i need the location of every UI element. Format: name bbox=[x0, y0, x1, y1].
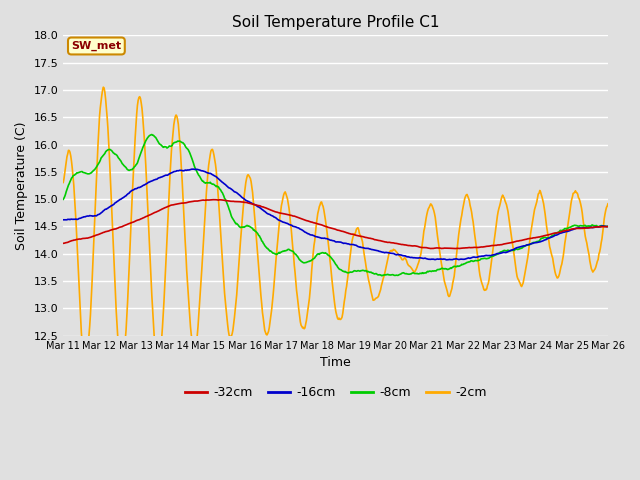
Text: SW_met: SW_met bbox=[71, 41, 122, 51]
Legend: -32cm, -16cm, -8cm, -2cm: -32cm, -16cm, -8cm, -2cm bbox=[180, 382, 492, 405]
X-axis label: Time: Time bbox=[320, 356, 351, 369]
Title: Soil Temperature Profile C1: Soil Temperature Profile C1 bbox=[232, 15, 439, 30]
Y-axis label: Soil Temperature (C): Soil Temperature (C) bbox=[15, 121, 28, 250]
